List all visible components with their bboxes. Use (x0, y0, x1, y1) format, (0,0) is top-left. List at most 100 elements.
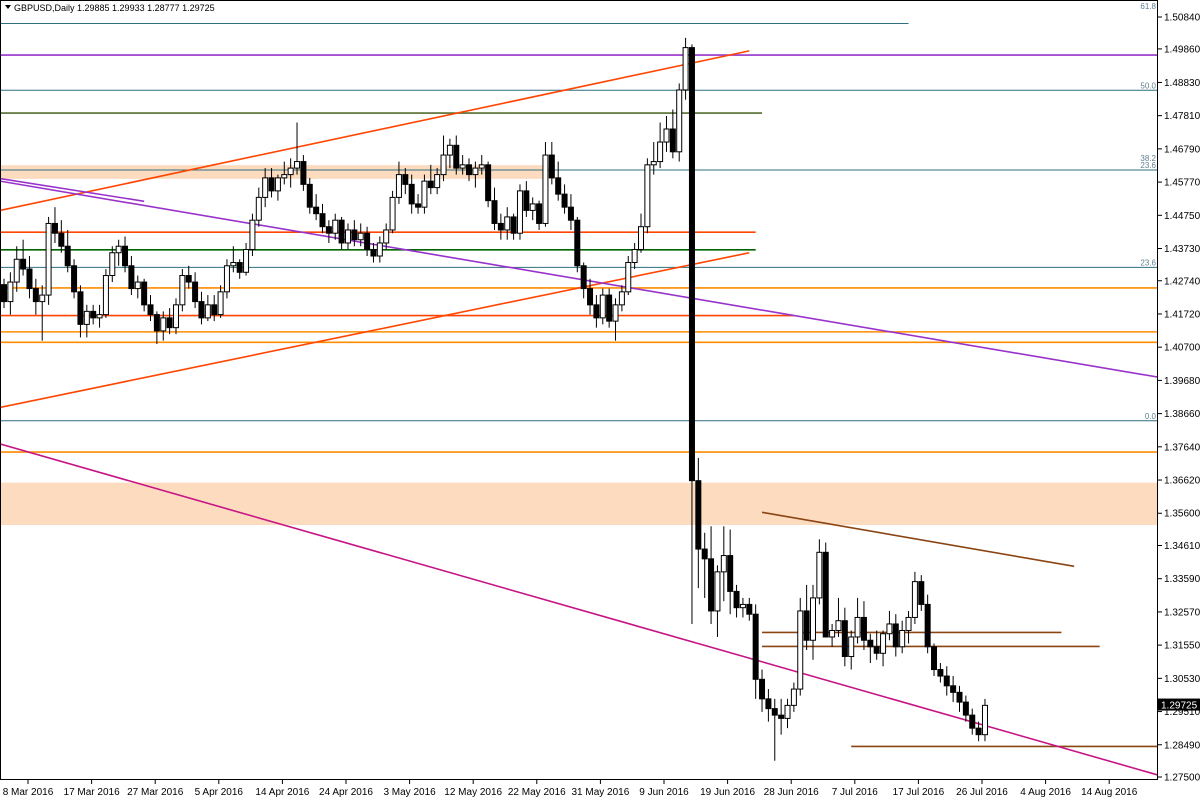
date-tick-label: 3 May 2016 (383, 787, 436, 798)
bear-candle (587, 288, 594, 306)
bull-candle (262, 177, 269, 198)
bull-candle (599, 294, 606, 319)
bear-candle (759, 678, 766, 700)
price-tick-label: 1.38660 (1164, 409, 1200, 420)
fib-level-label: 0.0 (1145, 412, 1157, 421)
bear-candle (306, 183, 313, 208)
bear-candle (166, 317, 173, 329)
fib-level-label: 23.6 (1140, 258, 1156, 267)
bull-candle (714, 571, 721, 612)
bear-candle (606, 294, 613, 322)
bear-candle (873, 646, 880, 654)
bear-candle (860, 616, 867, 641)
bull-candle (109, 252, 116, 277)
bear-candle (1, 284, 7, 303)
peach-zone (0, 165, 555, 179)
bull-candle (682, 47, 689, 91)
bull-candle (981, 704, 988, 736)
bull-candle (243, 248, 250, 273)
current-price-box (1158, 698, 1200, 711)
bull-candle (816, 551, 823, 599)
bull-candle (835, 620, 842, 631)
bear-candle (147, 304, 154, 316)
bull-candle (13, 258, 20, 283)
bull-candle (529, 203, 536, 211)
price-tick-label: 1.35600 (1164, 509, 1200, 520)
bull-candle (504, 216, 511, 231)
bear-candle (580, 265, 587, 290)
date-tick-label: 17 Jul 2016 (893, 787, 945, 798)
bull-candle (899, 629, 906, 648)
date-tick-label: 9 Jun 2016 (639, 787, 689, 798)
bear-candle (931, 646, 938, 671)
bear-candle (695, 480, 702, 550)
bull-candle (880, 633, 887, 654)
price-tick-label: 1.30530 (1164, 674, 1200, 685)
bear-candle (956, 691, 963, 703)
bear-candle (26, 268, 33, 290)
bear-candle (338, 219, 345, 244)
bear-candle (32, 288, 39, 303)
date-tick-label: 31 May 2016 (571, 787, 629, 798)
bear-candle (950, 685, 957, 693)
bear-candle (20, 258, 27, 270)
trendlines (0, 50, 1159, 776)
bull-candle (848, 636, 855, 658)
bull-candle (172, 304, 179, 329)
bear-candle (752, 613, 759, 680)
price-tick-label: 1.37640 (1164, 442, 1200, 453)
price-tick-label: 1.41720 (1164, 309, 1200, 320)
price-tick-label: 1.43730 (1164, 244, 1200, 255)
date-tick-label: 24 Apr 2016 (319, 787, 373, 798)
bear-candle (453, 144, 460, 169)
bear-candle (778, 714, 785, 719)
bear-candle (892, 623, 899, 648)
price-tick-label: 1.48830 (1164, 78, 1200, 89)
bull-candle (134, 281, 141, 290)
symbol-header: GBPUSD,Daily 1.29885 1.29933 1.28777 1.2… (14, 3, 215, 13)
date-tick-label: 28 Jun 2016 (764, 787, 819, 798)
bull-candle (179, 275, 186, 306)
fib-level-label: 38.2 (1140, 154, 1156, 163)
bull-candle (344, 229, 351, 244)
bear-candle (567, 206, 574, 221)
bull-candle (459, 164, 466, 169)
trendline (0, 180, 1159, 378)
bear-candle (491, 200, 498, 224)
bull-candle (45, 222, 52, 296)
bear-candle (523, 190, 530, 211)
bull-candle (829, 629, 836, 638)
peach-zone (0, 482, 1158, 525)
trendline (761, 511, 1075, 568)
bear-candle (485, 164, 492, 202)
fib-level-label: 61.8 (1140, 2, 1156, 11)
bull-candle (332, 219, 339, 234)
bear-candle (351, 229, 358, 241)
bear-candle (402, 174, 409, 185)
bull-candle (631, 248, 638, 264)
bull-candle (790, 688, 797, 706)
bull-candle (676, 89, 683, 153)
bull-candle (421, 180, 428, 208)
price-tick-label: 1.28490 (1164, 740, 1200, 751)
bear-candle (561, 193, 568, 208)
price-tick-label: 1.32570 (1164, 607, 1200, 618)
bull-candle (223, 265, 230, 293)
price-tick-label: 1.47810 (1164, 111, 1200, 122)
bull-candle (720, 555, 727, 573)
bear-candle (555, 177, 562, 195)
fib-labels: 61.850.038.223.623.60.0 (1140, 2, 1156, 421)
bull-candle (911, 581, 918, 618)
bear-candle (408, 183, 415, 205)
collapse-triangle-icon[interactable] (5, 5, 11, 9)
bull-candle (657, 141, 664, 163)
date-tick-label: 8 Mar 2016 (3, 787, 54, 798)
price-tick-label: 1.46790 (1164, 144, 1200, 155)
fib-level-label: 23.6 (1140, 161, 1156, 170)
bull-candle (638, 226, 644, 250)
bear-candle (192, 281, 199, 303)
bear-candle (708, 558, 715, 612)
